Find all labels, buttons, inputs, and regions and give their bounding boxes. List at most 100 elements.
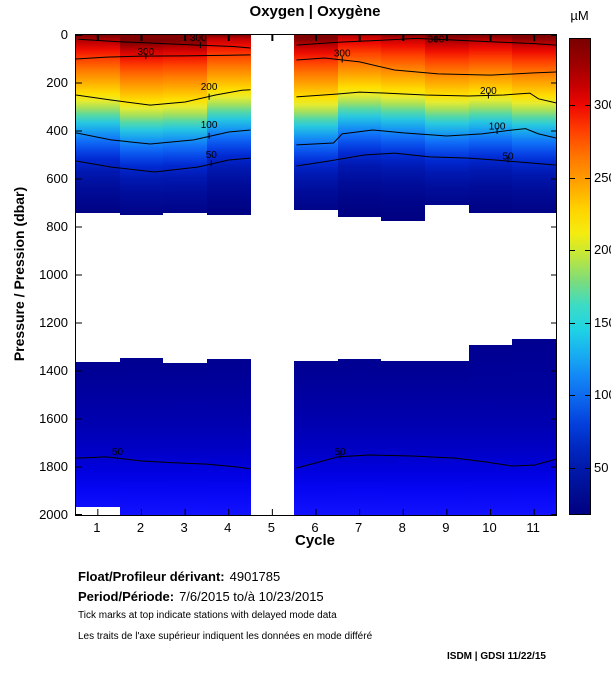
contour-label-300: 300 <box>334 49 351 60</box>
x-tick-label: 8 <box>398 520 406 535</box>
contour-label-200: 200 <box>480 86 497 97</box>
y-tick-label: 1800 <box>39 459 68 474</box>
x-tick-label: 11 <box>526 520 540 535</box>
colorbar-tick-label: 150 <box>594 315 611 330</box>
x-tick-label: 2 <box>136 520 145 535</box>
colorbar <box>569 38 591 515</box>
y-tick-label: 2000 <box>39 507 68 522</box>
x-tick-label: 7 <box>355 520 363 535</box>
heatmap-column-deep-cycle-10 <box>469 345 512 515</box>
colorbar-tick <box>570 395 575 396</box>
colorbar-tick <box>585 105 590 106</box>
contour-line-50 <box>296 454 556 469</box>
colorbar-tick-label: 200 <box>594 242 611 257</box>
contour-line-300 <box>296 57 556 76</box>
heatmap-column-shallow-cycle-6 <box>294 35 338 211</box>
heatmap-column-deep-cycle-3 <box>163 363 207 515</box>
y-tick-label: 0 <box>60 27 68 42</box>
heatmap-column-shallow-cycle-3 <box>163 35 207 214</box>
colorbar-tick-label: 300 <box>594 97 611 112</box>
y-tick-label: 1400 <box>39 363 68 378</box>
colorbar-gradient <box>570 39 590 514</box>
contour-label-300: 300 <box>428 35 445 45</box>
footer-note-fr: Les traits de l'axe supérieur indiquent … <box>78 631 373 642</box>
contour-label-50: 50 <box>334 447 346 458</box>
x-tick-label: 6 <box>311 520 319 535</box>
heatmap-column-deep-cycle-7 <box>338 359 381 515</box>
contour-line-100 <box>76 129 251 145</box>
x-tick-label: 5 <box>267 520 275 535</box>
chart-title: Oxygen | Oxygène <box>249 3 381 20</box>
contour-label-100: 100 <box>489 122 506 133</box>
footer-period-line: Period/Période: 7/6/2015 to/à 10/23/2015 <box>78 589 324 604</box>
contour-label-50: 50 <box>112 447 124 458</box>
float-label: Float/Profileur dérivant: <box>78 569 225 584</box>
heatmap-column-shallow-cycle-11 <box>512 35 556 214</box>
contour-label-300: 300 <box>190 35 207 44</box>
contour-label-50: 50 <box>502 152 514 163</box>
heatmap-layers: 300 300 200 100 50 50 300 300 200 100 50 50 <box>76 35 556 515</box>
heatmap-column-deep-cycle-6 <box>294 360 338 515</box>
y-tick-label: 1200 <box>39 315 68 330</box>
period-label: Period/Période: <box>78 589 175 604</box>
y-tick-label: 1600 <box>39 411 68 426</box>
contour-overlay: 300 300 200 100 50 50 300 300 200 100 50 50 <box>76 35 556 515</box>
x-tick-label: 9 <box>442 520 450 535</box>
y-tick-label: 400 <box>46 123 68 138</box>
colorbar-tick-label: 100 <box>594 387 611 402</box>
heatmap-column-shallow-cycle-4 <box>207 35 251 215</box>
x-tick-label: 4 <box>224 520 232 535</box>
contour-line-300 <box>78 38 251 49</box>
contour-line-300 <box>76 54 251 60</box>
footer-note-en: Tick marks at top indicate stations with… <box>78 610 337 621</box>
x-axis-label: Cycle <box>294 532 336 549</box>
footer-credit: ISDM | GDSI 11/22/15 <box>447 651 546 662</box>
contour-line-200 <box>76 89 251 106</box>
heatmap-column-deep-cycle-1 <box>76 362 120 507</box>
colorbar-tick <box>570 178 575 179</box>
heatmap-column-shallow-cycle-8 <box>381 35 425 221</box>
contour-label-300: 300 <box>137 47 154 58</box>
x-tick-label: 1 <box>93 520 101 535</box>
heatmap-column-shallow-cycle-10 <box>469 35 512 214</box>
y-tick-label: 800 <box>46 219 68 234</box>
heatmap-column-deep-cycle-11 <box>512 339 556 515</box>
y-tick-label: 600 <box>46 171 68 186</box>
colorbar-unit-label: µM <box>570 8 589 23</box>
colorbar-tick <box>570 468 575 469</box>
y-tick-label: 1000 <box>39 267 68 282</box>
contour-line-50 <box>76 157 251 173</box>
heatmap-column-shallow-cycle-9 <box>425 35 469 206</box>
float-value: 4901785 <box>229 569 281 584</box>
contour-label-50: 50 <box>206 150 218 161</box>
x-tick-label: 10 <box>482 520 497 535</box>
contour-label-100: 100 <box>201 120 218 131</box>
colorbar-tick <box>585 395 590 396</box>
heatmap-column-deep-cycle-8 <box>381 360 425 515</box>
contour-line-100 <box>296 128 556 146</box>
colorbar-tick-label: 50 <box>594 460 609 475</box>
heatmap-column-deep-cycle-4 <box>207 359 251 515</box>
contour-line-50 <box>296 152 556 167</box>
heatmap-column-deep-cycle-9 <box>425 360 469 515</box>
colorbar-tick <box>570 323 575 324</box>
colorbar-tick <box>570 250 575 251</box>
colorbar-tick-label: 250 <box>594 170 611 185</box>
colorbar-tick <box>585 468 590 469</box>
contour-label-200: 200 <box>201 82 218 93</box>
colorbar-tick <box>585 250 590 251</box>
plot-area: 300 300 200 100 50 50 300 300 200 100 50 50 <box>75 34 557 516</box>
contour-line-300 <box>296 37 556 46</box>
y-tick-label: 200 <box>46 75 68 90</box>
heatmap-column-deep-cycle-2 <box>120 358 163 515</box>
footer-float-line: Float/Profileur dérivant: 4901785 <box>78 569 280 584</box>
heatmap-column-shallow-cycle-2 <box>120 35 163 215</box>
colorbar-tick <box>585 323 590 324</box>
contour-line-200 <box>296 91 556 104</box>
heatmap-column-shallow-cycle-1 <box>76 35 120 214</box>
period-value: 7/6/2015 to/à 10/23/2015 <box>179 589 324 604</box>
colorbar-tick <box>585 178 590 179</box>
colorbar-tick <box>570 105 575 106</box>
contour-line-50 <box>76 456 251 470</box>
